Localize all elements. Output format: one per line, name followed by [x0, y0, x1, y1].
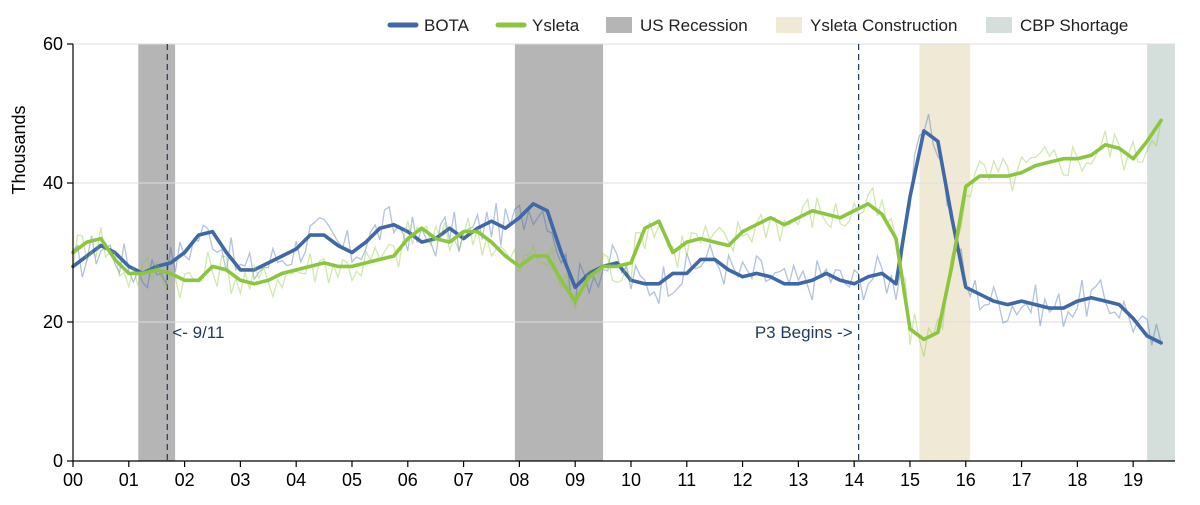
shade-ysleta-construction-0 [919, 44, 971, 461]
legend-item-ysleta-construction: Ysleta Construction [776, 16, 957, 35]
x-tick-label-10: 10 [621, 470, 641, 490]
x-tick-label-6: 06 [398, 470, 418, 490]
legend-swatch-3 [776, 17, 802, 33]
legend-label-1: Ysleta [532, 16, 580, 35]
legend-swatch-2 [606, 17, 632, 33]
y-tick-label-40: 40 [43, 173, 63, 193]
legend-item-cbp-shortage: CBP Shortage [986, 16, 1128, 35]
shade-us-recession-1 [514, 44, 604, 461]
x-tick-label-7: 07 [454, 470, 474, 490]
annotation-label-1: P3 Begins -> [755, 323, 853, 342]
shade-cbp-shortage-0 [1147, 44, 1175, 461]
event-lines: <- 9/11 P3 Begins -> [166, 44, 860, 461]
x-tick-label-13: 13 [788, 470, 808, 490]
x-tick-label-17: 17 [1012, 470, 1032, 490]
legend-label-3: Ysleta Construction [810, 16, 957, 35]
legend-item-bota: BOTA [387, 16, 470, 35]
x-tick-label-5: 05 [342, 470, 362, 490]
legend-label-4: CBP Shortage [1020, 16, 1128, 35]
series-raw-bota [72, 113, 1162, 346]
legend-item-ysleta: Ysleta [495, 16, 580, 35]
x-tick-label-1: 01 [119, 470, 139, 490]
x-tick-label-16: 16 [956, 470, 976, 490]
y-tick-label-0: 0 [53, 451, 63, 471]
x-tick-label-15: 15 [900, 470, 920, 490]
series-raw-ysleta [72, 120, 1162, 357]
axes: 0 20 40 60 00 01 02 03 04 05 06 07 08 09 10 11 12 13 14 15 1… [43, 34, 1175, 490]
legend-item-us-recession: US Recession [606, 16, 748, 35]
gridlines [73, 43, 1175, 323]
x-tick-label-3: 03 [230, 470, 250, 490]
x-tick-label-14: 14 [844, 470, 864, 490]
x-tick-label-11: 11 [677, 470, 696, 490]
shaded-regions [138, 44, 1175, 461]
legend-swatch-4 [986, 17, 1012, 33]
series-line-ysleta [71, 118, 1163, 342]
x-tick-label-0: 00 [63, 470, 83, 490]
legend-label-0: BOTA [424, 16, 470, 35]
shade-us-recession-0 [138, 44, 176, 461]
x-tick-label-19: 19 [1123, 470, 1143, 490]
y-tick-label-20: 20 [43, 312, 63, 332]
legend: BOTA Ysleta US Recession Ysleta Constructio… [387, 16, 1128, 35]
y-tick-label-60: 60 [43, 34, 63, 54]
x-tick-label-8: 08 [509, 470, 529, 490]
annotation-label-0: <- 9/11 [172, 323, 224, 342]
x-tick-label-4: 04 [286, 470, 306, 490]
x-tick-label-9: 09 [565, 470, 585, 490]
x-tick-label-12: 12 [733, 470, 753, 490]
series-line-bota [71, 129, 1163, 345]
x-tick-label-2: 02 [175, 470, 195, 490]
series-lines [71, 113, 1163, 357]
x-tick-label-18: 18 [1067, 470, 1087, 490]
legend-label-2: US Recession [640, 16, 748, 35]
y-axis-label: Thousands [9, 105, 29, 194]
